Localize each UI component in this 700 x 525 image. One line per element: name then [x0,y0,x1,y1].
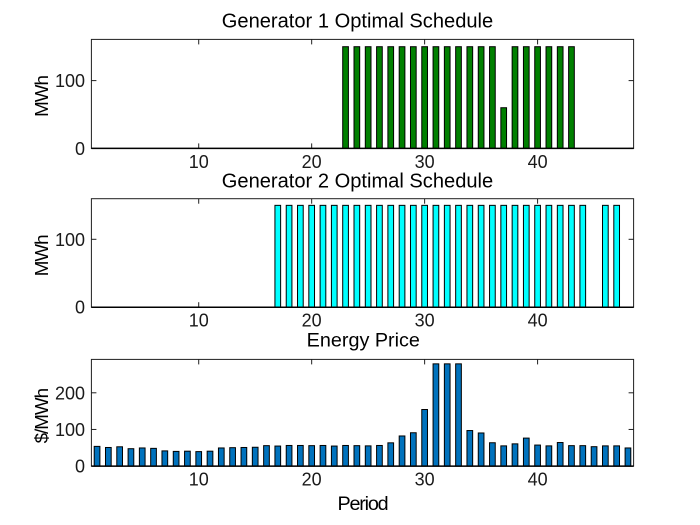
svg-text:$/MWh: $/MWh [31,388,52,443]
svg-text:MWh: MWh [31,235,52,276]
svg-text:Energy Price: Energy Price [307,329,420,351]
svg-text:0: 0 [75,298,85,318]
svg-text:10: 10 [189,311,209,331]
svg-text:10: 10 [189,152,209,172]
svg-text:100: 100 [55,230,85,250]
svg-text:0: 0 [75,457,85,477]
svg-text:30: 30 [415,311,435,331]
svg-text:200: 200 [55,383,85,403]
svg-text:Period: Period [338,493,388,515]
svg-text:20: 20 [302,152,322,172]
svg-text:20: 20 [302,470,322,490]
svg-text:20: 20 [302,311,322,331]
svg-text:30: 30 [415,470,435,490]
svg-text:40: 40 [528,470,548,490]
svg-text:40: 40 [528,152,548,172]
svg-text:10: 10 [189,470,209,490]
svg-text:100: 100 [55,420,85,440]
svg-text:Generator 1 Optimal Schedule: Generator 1 Optimal Schedule [222,11,493,33]
svg-text:40: 40 [528,311,548,331]
svg-text:0: 0 [75,139,85,159]
svg-text:30: 30 [415,152,435,172]
svg-text:Generator 2 Optimal Schedule: Generator 2 Optimal Schedule [222,170,493,192]
svg-text:100: 100 [55,71,85,91]
svg-text:MWh: MWh [31,76,52,117]
